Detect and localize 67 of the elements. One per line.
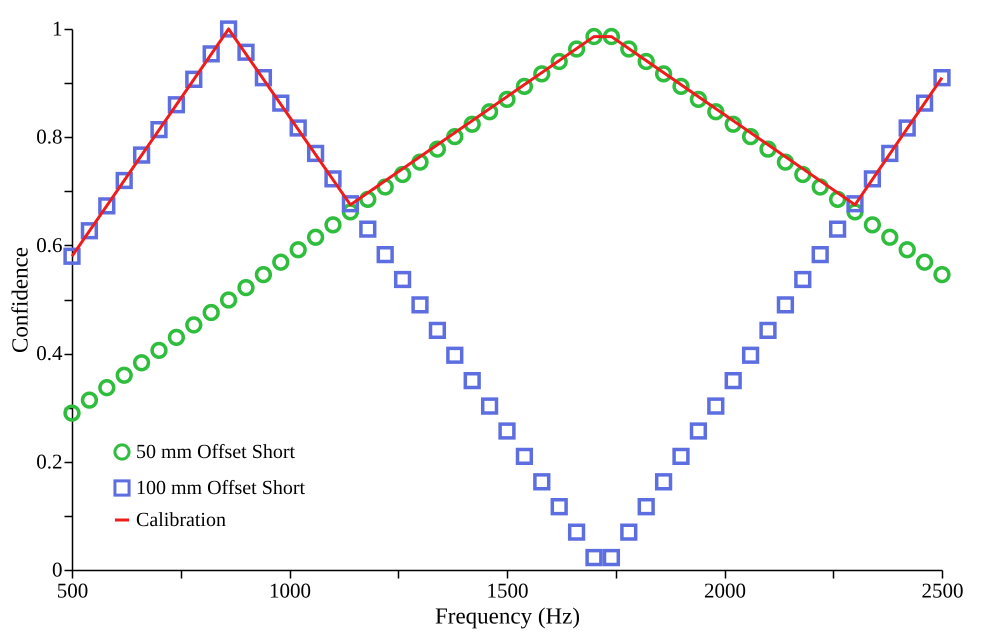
- y-tick-label: 0.4: [36, 341, 63, 366]
- point: [98, 379, 116, 396]
- legend-label: 100 mm Offset Short: [136, 477, 306, 499]
- point: [707, 397, 724, 415]
- point: [568, 523, 586, 541]
- y-tick-label: 0.2: [36, 449, 62, 474]
- point: [828, 220, 846, 238]
- point: [446, 346, 464, 364]
- point: [794, 270, 812, 288]
- point: [132, 354, 150, 372]
- y-tick-label: 1: [52, 16, 62, 40]
- x-tick-label: 500: [56, 578, 88, 602]
- point: [498, 422, 516, 440]
- point: [80, 392, 98, 409]
- point: [237, 278, 255, 296]
- point: [254, 266, 272, 284]
- point: [724, 372, 742, 390]
- point: [898, 241, 916, 258]
- point: [150, 342, 168, 359]
- point: [550, 498, 568, 516]
- point: [272, 254, 290, 271]
- point: [480, 397, 498, 415]
- y-axis-title: Confidence: [7, 246, 32, 354]
- point: [916, 254, 934, 271]
- x-tick-label: 1000: [269, 578, 311, 602]
- point: [202, 304, 220, 322]
- x-axis-title: Frequency (Hz): [435, 604, 580, 628]
- point: [116, 366, 133, 384]
- point: [881, 228, 898, 246]
- point: [638, 498, 655, 516]
- point: [516, 448, 534, 466]
- point: [864, 216, 882, 234]
- x-tick-label: 2500: [922, 578, 964, 602]
- point: [654, 473, 672, 490]
- point: [742, 346, 760, 364]
- legend-label: 50 mm Offset Short: [136, 441, 296, 463]
- point: [290, 241, 307, 258]
- point: [776, 296, 794, 314]
- point: [464, 372, 481, 390]
- point: [63, 404, 81, 422]
- point: [933, 266, 951, 284]
- point: [585, 548, 603, 566]
- point: [359, 220, 376, 238]
- point: [672, 448, 690, 466]
- point: [759, 322, 777, 339]
- point: [690, 422, 708, 440]
- point: [306, 228, 324, 246]
- point: [376, 246, 394, 264]
- point: [63, 248, 81, 265]
- point: [411, 296, 429, 314]
- point: [428, 322, 446, 339]
- point: [933, 69, 951, 86]
- point: [394, 270, 412, 288]
- point: [620, 523, 638, 541]
- x-tick-label: 1500: [486, 578, 528, 602]
- point: [533, 473, 550, 490]
- y-tick-label: 0.6: [36, 232, 62, 257]
- y-tick-label: 0: [52, 558, 62, 582]
- point: [168, 328, 186, 346]
- point: [812, 246, 829, 264]
- point: [185, 316, 202, 334]
- point: [324, 216, 342, 234]
- point: [602, 548, 620, 566]
- y-tick-label: 0.8: [36, 124, 62, 149]
- legend-label: Calibration: [136, 509, 226, 531]
- point: [220, 291, 238, 309]
- x-tick-label: 2000: [704, 578, 746, 602]
